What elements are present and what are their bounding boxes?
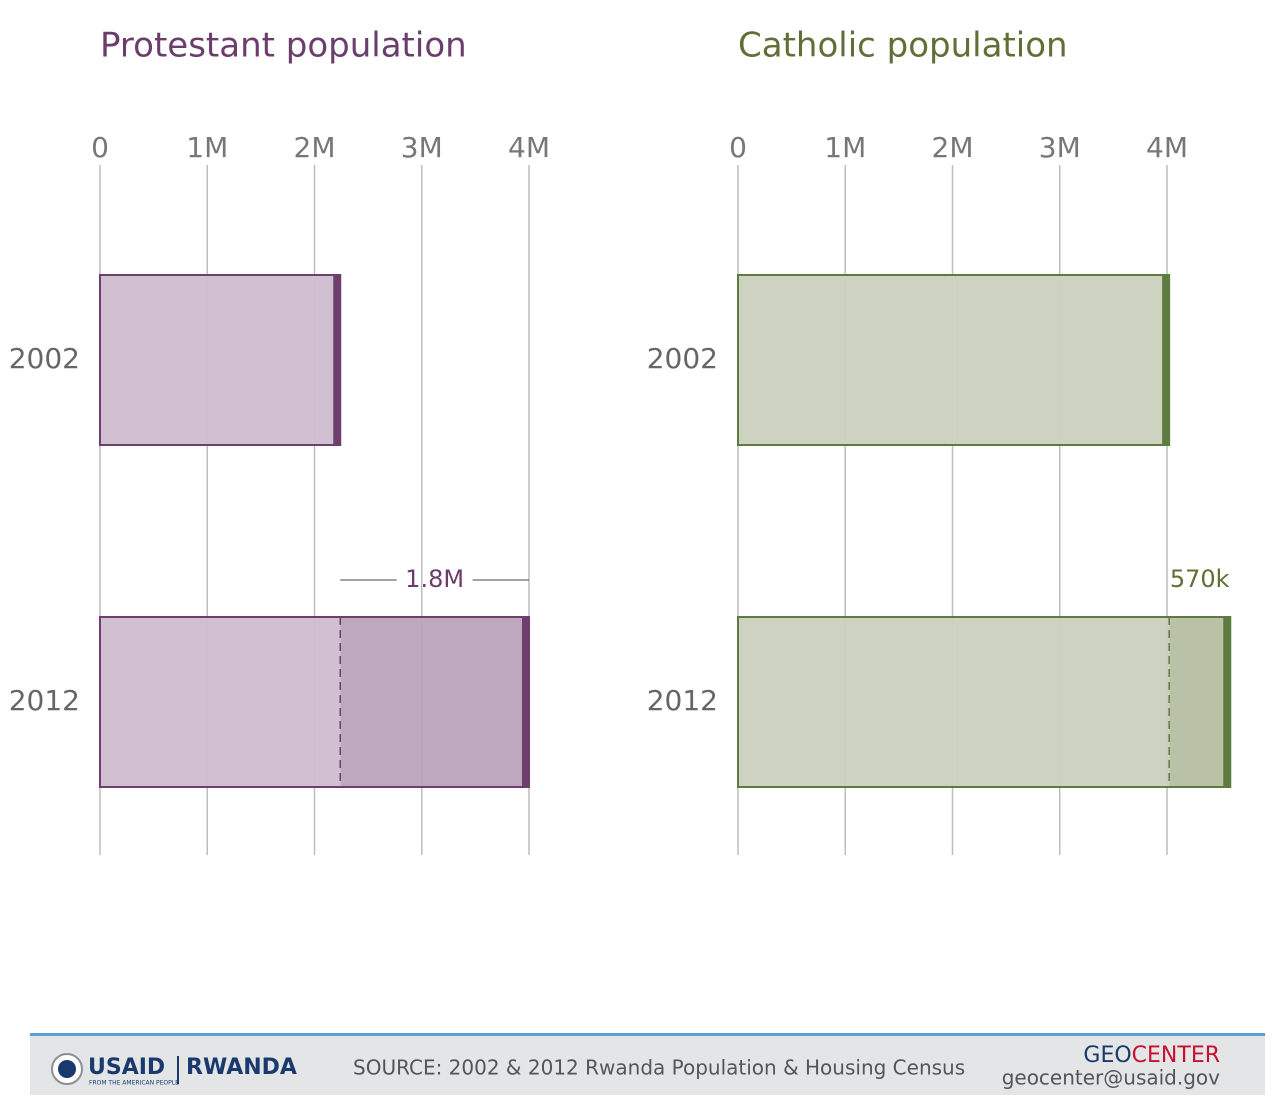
y-tick-label: 2012 bbox=[647, 684, 718, 717]
geo-text: GEO bbox=[1083, 1043, 1131, 1068]
y-tick-label: 2002 bbox=[9, 342, 80, 375]
bar-end bbox=[1162, 275, 1170, 445]
x-tick-label: 2M bbox=[294, 131, 336, 164]
value-label: 1.8M bbox=[405, 565, 464, 593]
source-note: SOURCE: 2002 & 2012 Rwanda Population & … bbox=[353, 1056, 965, 1080]
x-tick-label: 1M bbox=[186, 131, 228, 164]
x-tick-label: 4M bbox=[1146, 131, 1188, 164]
x-tick-label: 3M bbox=[1039, 131, 1081, 164]
geocenter-logo: GEOCENTER bbox=[1083, 1043, 1220, 1068]
usaid-seal-inner bbox=[58, 1060, 76, 1078]
bar-end bbox=[333, 275, 341, 445]
bar-segment bbox=[340, 617, 529, 787]
bar-segment bbox=[100, 275, 341, 445]
usaid-name: USAID bbox=[88, 1055, 165, 1080]
bar-segment bbox=[100, 617, 341, 787]
center-text: CENTER bbox=[1132, 1043, 1220, 1068]
x-tick-label: 3M bbox=[401, 131, 443, 164]
x-tick-label: 2M bbox=[932, 131, 974, 164]
x-tick-label: 1M bbox=[824, 131, 866, 164]
bar-segment bbox=[738, 275, 1170, 445]
bar-end bbox=[522, 617, 529, 787]
bar-end bbox=[1223, 617, 1231, 787]
y-tick-label: 2012 bbox=[9, 684, 80, 717]
chart-title: Catholic population bbox=[738, 26, 1068, 66]
x-tick-label: 0 bbox=[91, 131, 109, 164]
footer-band bbox=[30, 1035, 1265, 1095]
chart-title: Protestant population bbox=[100, 26, 467, 66]
country-name: RWANDA bbox=[186, 1055, 297, 1080]
usaid-tagline: FROM THE AMERICAN PEOPLE bbox=[89, 1080, 179, 1087]
x-tick-label: 0 bbox=[729, 131, 747, 164]
bar-segment bbox=[1169, 617, 1231, 787]
contact-email: geocenter@usaid.gov bbox=[1002, 1066, 1220, 1090]
footer-rule bbox=[30, 1033, 1265, 1036]
value-label: 570k bbox=[1170, 565, 1230, 593]
bar-segment bbox=[738, 617, 1170, 787]
y-tick-label: 2002 bbox=[647, 342, 718, 375]
x-tick-label: 4M bbox=[508, 131, 550, 164]
